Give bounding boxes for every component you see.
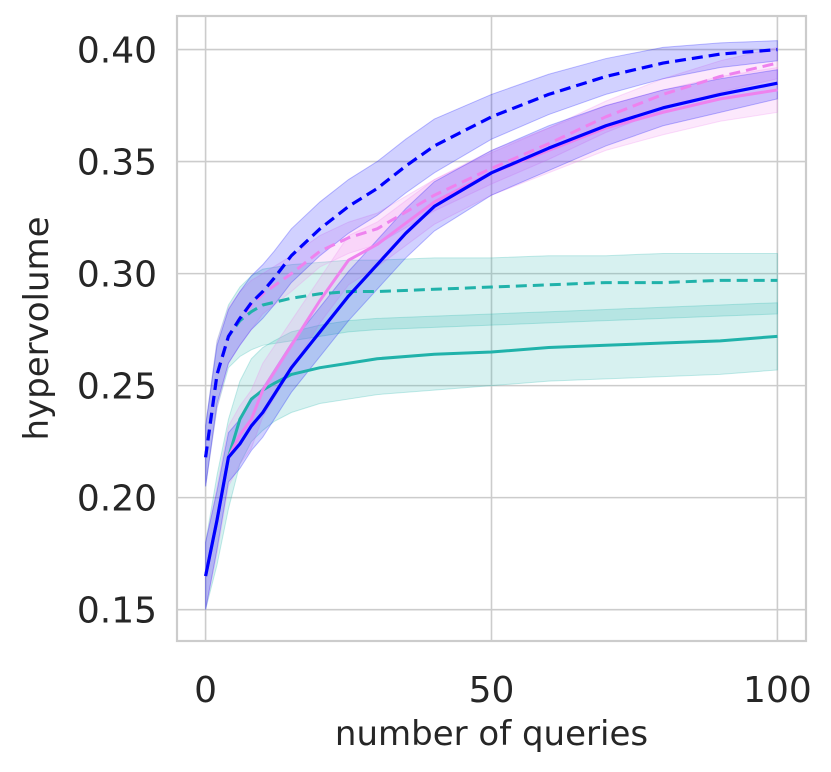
blue-dashed-band	[205, 40, 778, 487]
y-tick-label: 0.30	[77, 255, 157, 296]
pink-dashed-band	[205, 46, 778, 487]
pink-solid-band	[205, 66, 778, 610]
x-tick-label: 100	[743, 670, 812, 711]
y-axis-label: hypervolume	[17, 216, 57, 440]
pink-solid-line	[204, 88, 778, 577]
y-tick-label: 0.25	[77, 367, 157, 408]
plot-frame	[175, 14, 808, 643]
y-tick-label: 0.40	[77, 31, 157, 72]
x-tick-label: 0	[194, 670, 217, 711]
blue-solid-line	[204, 81, 778, 577]
y-tick-label: 0.15	[77, 591, 157, 632]
teal-solid-line	[204, 334, 778, 577]
series-lines	[204, 48, 778, 577]
x-axis-label: number of queries	[335, 714, 648, 754]
confidence-bands	[205, 40, 778, 610]
y-tick-label: 0.20	[77, 479, 157, 520]
y-tick-label: 0.35	[77, 143, 157, 184]
grid	[177, 16, 806, 641]
x-tick-label: 50	[469, 670, 515, 711]
y-axis-ticks: 0.15 0.20 0.25 0.30 0.35 0.40	[77, 31, 157, 632]
teal-solid-band	[205, 302, 778, 610]
x-axis-ticks: 0 50 100	[194, 670, 812, 711]
blue-dashed-line	[204, 48, 778, 458]
